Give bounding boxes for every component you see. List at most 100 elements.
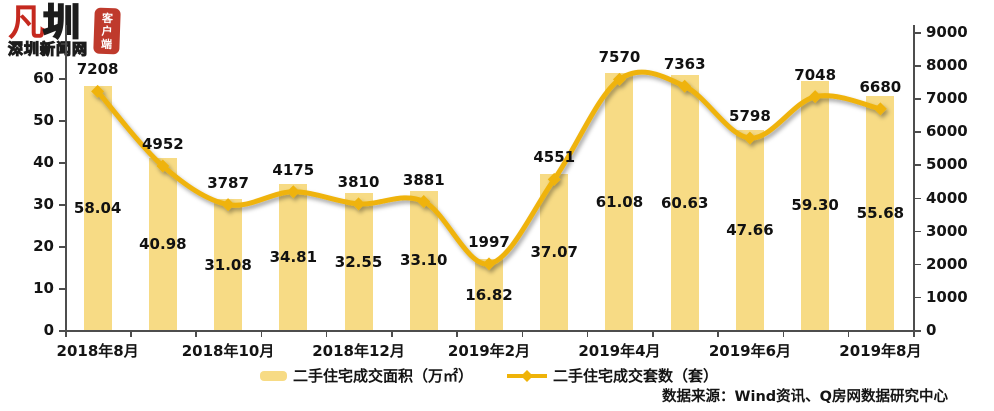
- line-marker-icon: [417, 195, 431, 209]
- bar: [148, 157, 177, 330]
- bar: [670, 75, 699, 330]
- y-axis-right-label: 8000: [926, 56, 968, 75]
- y-axis-right-label: 3000: [926, 221, 968, 240]
- axis-line-left: [65, 25, 67, 330]
- y-axis-right-label: 2000: [926, 254, 968, 273]
- axis-tick: [59, 246, 65, 248]
- bar: [83, 86, 112, 330]
- axis-tick: [913, 331, 915, 337]
- bar-value-label: 34.81: [269, 247, 318, 266]
- axis-tick: [59, 120, 65, 122]
- y-axis-right-label: 6000: [926, 122, 968, 141]
- bar-value-label: 31.08: [204, 255, 252, 274]
- axis-tick: [914, 65, 921, 67]
- axis-tick: [717, 331, 719, 337]
- line-marker-icon: [286, 185, 300, 199]
- x-axis-label: 2018年8月: [56, 342, 139, 360]
- axis-tick: [586, 331, 589, 337]
- y-axis-right-label: 5000: [926, 155, 968, 174]
- axis-line-right: [913, 25, 915, 330]
- y-axis-left-label: 0: [43, 321, 54, 339]
- bar: [344, 193, 373, 330]
- axis-tick: [65, 331, 67, 337]
- bar: [866, 96, 895, 330]
- y-axis-left-label: 50: [33, 111, 54, 129]
- axis-tick: [456, 331, 458, 337]
- y-axis-right-label: 7000: [926, 89, 968, 108]
- line-value-label: 4952: [141, 135, 184, 154]
- axis-tick: [260, 331, 263, 337]
- line-marker-icon: [743, 131, 757, 145]
- axis-tick: [130, 331, 132, 337]
- line-value-label: 7363: [663, 55, 706, 74]
- line-marker-icon: [678, 79, 692, 93]
- line-value-label: 3881: [402, 170, 445, 189]
- axis-tick: [914, 296, 921, 299]
- x-axis-label: 2018年12月: [312, 342, 405, 360]
- y-axis-left-label: 40: [33, 153, 54, 171]
- y-axis-right-label: 0: [926, 321, 937, 339]
- logo-mark-dark-icon: 圳: [42, 1, 81, 44]
- bar-value-label: 47.66: [726, 220, 774, 239]
- line-value-label: 6680: [859, 77, 902, 96]
- line-value-label: 1997: [468, 232, 510, 251]
- y-axis-left-label: 10: [33, 279, 54, 297]
- axis-tick: [914, 32, 921, 34]
- y-axis-right-label: 1000: [926, 287, 968, 306]
- axis-tick: [782, 331, 785, 337]
- bar-value-label: 37.07: [530, 243, 578, 262]
- bar: [409, 190, 438, 330]
- axis-tick: [914, 197, 921, 200]
- line-marker-icon: [873, 102, 887, 116]
- logo-mark-red-icon: 凡: [8, 1, 45, 44]
- bar: [801, 80, 830, 330]
- bar-value-label: 33.10: [400, 251, 448, 270]
- axis-tick: [914, 98, 921, 100]
- bar-swatch-icon: [259, 370, 287, 381]
- line-marker-icon: [612, 72, 626, 86]
- axis-tick: [914, 230, 921, 233]
- line-value-label: 4551: [533, 148, 576, 167]
- bar-value-label: 40.98: [139, 234, 187, 253]
- line-value-label: 3787: [207, 173, 249, 192]
- bar-value-label: 60.63: [660, 193, 709, 212]
- x-axis-label: 2019年8月: [839, 342, 922, 360]
- axis-tick: [59, 204, 65, 206]
- logo-marks: 凡 圳 深圳新闻网: [7, 1, 89, 58]
- y-axis-left-label: 60: [33, 69, 54, 87]
- x-axis-label: 2019年4月: [578, 342, 661, 360]
- bar: [279, 183, 308, 330]
- line-marker-icon: [91, 84, 105, 98]
- axis-tick: [195, 331, 197, 337]
- bar-value-label: 32.55: [334, 252, 383, 271]
- bar-value-label: 61.08: [595, 192, 644, 211]
- axis-tick: [914, 263, 921, 266]
- line-marker-icon: [221, 198, 235, 212]
- axis-tick: [914, 164, 921, 166]
- x-axis-label: 2019年2月: [447, 342, 531, 360]
- line-value-label: 5798: [729, 107, 771, 126]
- legend-item-units: 二手住宅成交套数（套）: [507, 365, 718, 386]
- bar-value-label: 59.30: [791, 196, 839, 215]
- logo-name: 深圳新闻网: [7, 40, 89, 58]
- bar-value-label: 16.82: [465, 285, 513, 304]
- axis-line-bottom: [65, 330, 915, 332]
- line-marker-icon: [547, 172, 561, 186]
- axis-tick: [652, 331, 654, 337]
- x-axis-label: 2019年6月: [708, 342, 792, 360]
- logo: 凡 圳 深圳新闻网 客 户 端: [7, 1, 121, 58]
- line-marker-icon: [352, 197, 366, 211]
- line-marker-icon: [482, 257, 496, 271]
- legend-label: 二手住宅成交套数（套）: [553, 367, 719, 385]
- line-marker-icon: [156, 159, 170, 173]
- axis-tick: [521, 331, 524, 337]
- line-swatch-icon: [507, 369, 547, 383]
- line-value-label: 3810: [337, 172, 380, 191]
- axis-tick: [59, 162, 65, 164]
- y-axis-left-label: 20: [33, 237, 54, 255]
- y-axis-right-label: 9000: [926, 23, 968, 41]
- axis-tick: [59, 330, 65, 332]
- bar: [540, 174, 569, 330]
